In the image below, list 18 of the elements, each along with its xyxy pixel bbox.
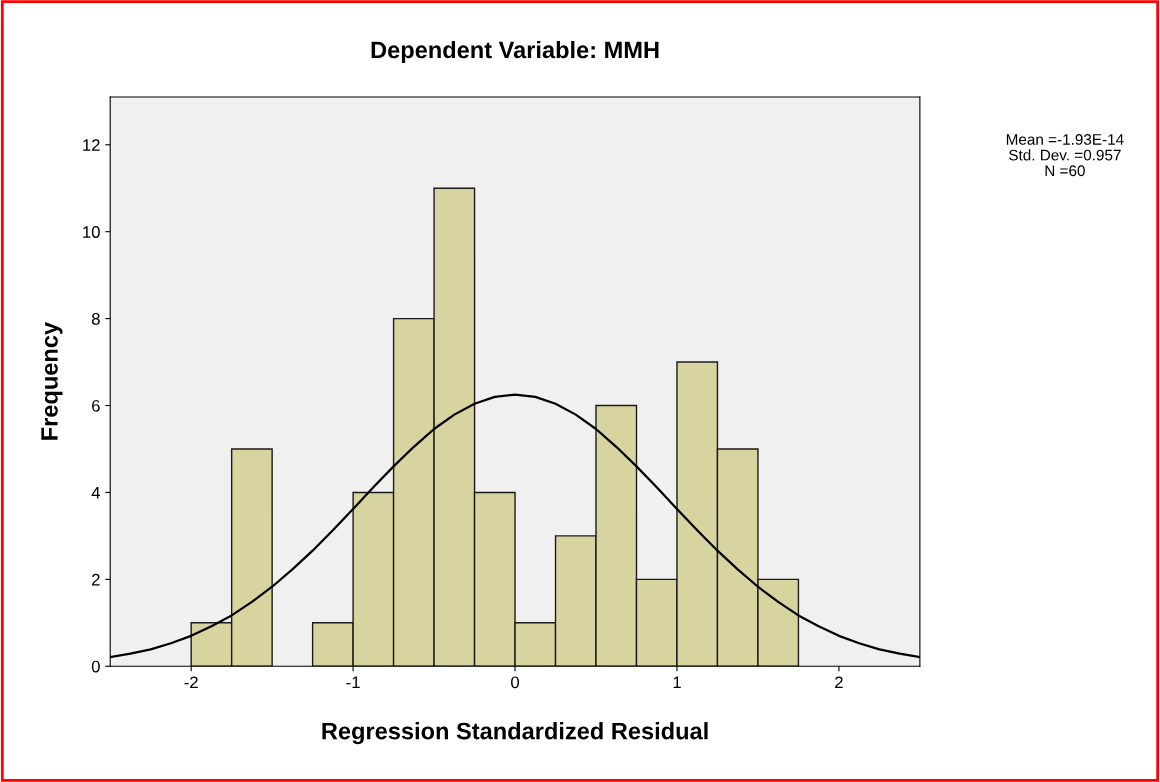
x-tick-label: 2	[835, 676, 843, 689]
x-tick-label: 1	[673, 676, 681, 689]
x-tick-label: -1	[346, 676, 360, 689]
y-tick-label: 4	[91, 487, 100, 499]
y-axis-title: Frequency	[41, 322, 63, 440]
x-tick-label: -2	[184, 676, 198, 689]
y-tick-label: 0	[91, 660, 100, 673]
y-tick-label: 6	[92, 399, 100, 412]
y-tick-label: 12	[83, 139, 100, 151]
chart-title: Dependent Variable: MMH	[371, 40, 659, 63]
text: N =60	[1045, 165, 1085, 177]
text: Std. Dev. =0.957	[1009, 149, 1121, 161]
text: Mean =-1.93E-14	[1006, 134, 1124, 145]
x-axis-title: Regression Standardized Residual	[322, 722, 708, 745]
y-tick-label: 8	[91, 313, 100, 325]
x-tick-label: 0	[511, 676, 520, 689]
y-tick-label: 2	[92, 573, 100, 586]
y-tick-label: 10	[83, 226, 100, 238]
